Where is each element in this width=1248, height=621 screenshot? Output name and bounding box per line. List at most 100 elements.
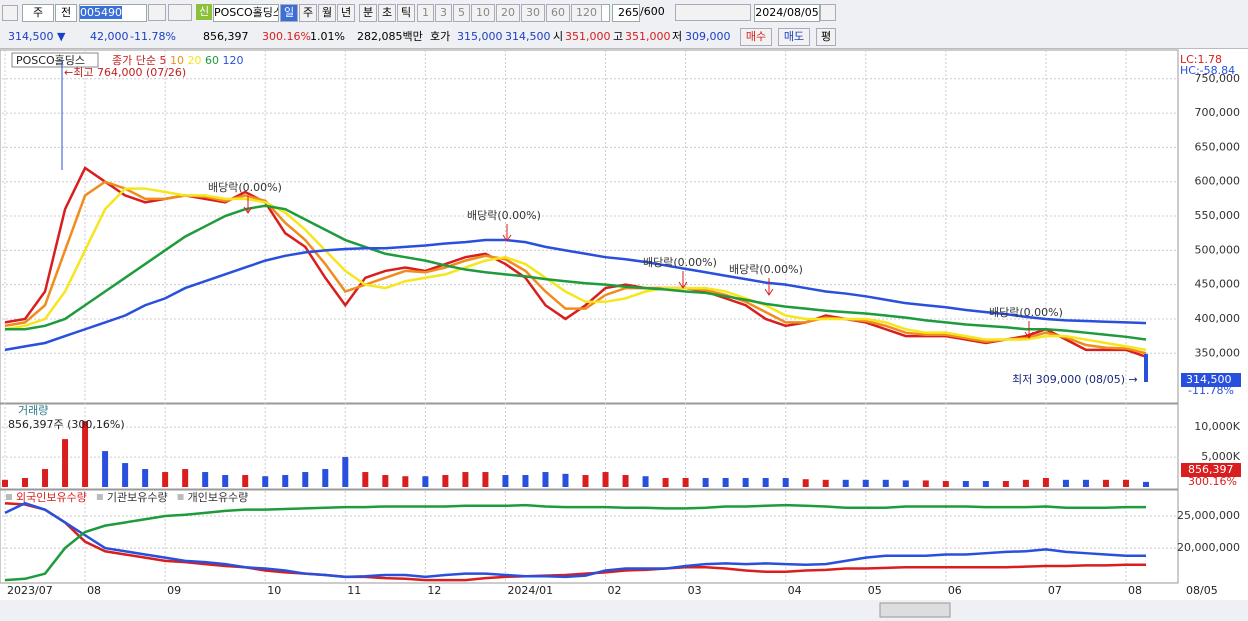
- right-label: -11.78%: [1188, 384, 1234, 397]
- x-tick-label: 05: [868, 584, 882, 597]
- volume-bar: [42, 469, 49, 487]
- annotation: 배당락(0.00%): [989, 306, 1063, 319]
- volume-tag: [1181, 463, 1241, 477]
- volume-bar: [162, 472, 169, 487]
- volume-bar: [522, 475, 529, 487]
- y-tick-label: 350,000: [1195, 346, 1241, 359]
- date-input[interactable]: 2024/08/05: [754, 4, 820, 22]
- search-button[interactable]: [148, 4, 166, 21]
- legend-entry: 외국인보유수량: [16, 491, 87, 504]
- minute-button[interactable]: 10: [471, 4, 495, 22]
- change: 42,000: [90, 30, 129, 43]
- dividend-arrow: [1024, 321, 1034, 339]
- volume-bar: [142, 469, 149, 487]
- volume-bar: [1102, 479, 1109, 487]
- volume-bar: [922, 480, 929, 487]
- interval-button[interactable]: 년: [337, 4, 355, 22]
- volume-bar: [602, 472, 609, 487]
- annotation: 배당락(0.00%): [208, 181, 282, 194]
- code-text: 005490: [80, 6, 122, 19]
- tool-icons[interactable]: [675, 4, 751, 21]
- volume-bar: [1002, 481, 1009, 487]
- volume-bar: [402, 476, 409, 487]
- bid-label: 호가: [430, 30, 451, 43]
- high: 351,000: [625, 30, 671, 43]
- scrollbar[interactable]: [0, 600, 1248, 621]
- interval-button[interactable]: 틱: [397, 4, 415, 22]
- eval-button[interactable]: 평: [816, 28, 836, 46]
- y-tick-label: 400,000: [1195, 312, 1241, 325]
- legend-swatch: [96, 494, 103, 500]
- series-line: [4, 238, 1147, 352]
- count-input[interactable]: 265: [612, 4, 640, 22]
- menu-icon[interactable]: [2, 5, 18, 21]
- buy-button[interactable]: 매수: [740, 28, 772, 46]
- annotation: 배당락(0.00%): [729, 263, 803, 276]
- volume: 856,397: [203, 30, 249, 43]
- interval-button[interactable]: 월: [318, 4, 336, 22]
- x-end-label: 08/05: [1186, 584, 1218, 597]
- dividend-arrow: [678, 271, 688, 289]
- y-tick-label: 550,000: [1195, 209, 1241, 222]
- volume-bar: [822, 479, 829, 487]
- volume-subtitle: 856,397주 (300,16%): [8, 418, 125, 431]
- annotation: 최저 309,000 (08/05) →: [1012, 373, 1138, 386]
- volume-rate: 300.16%: [262, 30, 311, 43]
- interval-button[interactable]: 일: [280, 4, 298, 22]
- period-select[interactable]: 주: [22, 4, 54, 22]
- interval-button[interactable]: 분: [359, 4, 377, 22]
- right-label: LC:1.78: [1180, 53, 1222, 66]
- y-tick-label: 20,000,000: [1177, 541, 1240, 554]
- minute-button[interactable]: 3: [435, 4, 452, 22]
- sell-button[interactable]: 매도: [778, 28, 810, 46]
- volume-bar: [382, 475, 389, 487]
- chart: 350,000 400,000 450,000 500,000 550,000 600,0…: [0, 49, 1248, 621]
- price-tag: [1181, 373, 1241, 387]
- legend-swatch: [6, 494, 12, 500]
- volume-bar: [882, 479, 889, 487]
- x-tick-label: 04: [788, 584, 802, 597]
- volume-bar: [2, 479, 8, 487]
- volume-bar: [22, 478, 29, 487]
- volume-bar: [1062, 479, 1069, 487]
- scope-select[interactable]: 전: [55, 4, 77, 22]
- volume-bar: [802, 479, 809, 487]
- x-tick-label: 08: [87, 584, 101, 597]
- volume-bar: [282, 475, 289, 487]
- legend-entry: 10: [170, 54, 188, 67]
- y-tick-label: 700,000: [1195, 106, 1241, 119]
- minute-button[interactable]: 120: [571, 4, 602, 22]
- volume-bar: [982, 481, 989, 487]
- minute-button[interactable]: 1: [417, 4, 434, 22]
- series-line: [4, 501, 1146, 579]
- volume-bar: [362, 472, 369, 487]
- y-tick-label: 500,000: [1195, 243, 1241, 256]
- dividend-arrow: [764, 278, 774, 296]
- x-tick-label: 02: [608, 584, 622, 597]
- x-tick-label: 06: [948, 584, 962, 597]
- legend-entry: 기관보유수량: [107, 491, 168, 504]
- code-input[interactable]: 005490: [79, 4, 147, 22]
- volume-bar: [682, 478, 689, 487]
- minute-button[interactable]: 30: [521, 4, 545, 22]
- volume-bar: [582, 475, 589, 487]
- right-label: 300.16%: [1188, 475, 1237, 488]
- amount: 282,085백만: [357, 30, 423, 43]
- new-badge: 신: [196, 4, 212, 20]
- minute-button[interactable]: 20: [496, 4, 520, 22]
- sound-button[interactable]: [168, 4, 192, 21]
- minute-button[interactable]: 60: [546, 4, 570, 22]
- volume-bar: [782, 478, 789, 487]
- minute-button[interactable]: 5: [453, 4, 470, 22]
- volume-bar: [762, 478, 769, 487]
- low-label: 저: [672, 30, 683, 43]
- interval-button[interactable]: 초: [378, 4, 396, 22]
- stock-title: POSCO홀딩스: [16, 54, 85, 67]
- volume-bar: [1042, 478, 1049, 487]
- volume-panel: [0, 403, 1179, 490]
- x-tick-label: 08: [1128, 584, 1142, 597]
- calendar-button[interactable]: [820, 4, 836, 21]
- interval-button[interactable]: 주: [299, 4, 317, 22]
- scroll-buttons[interactable]: [879, 602, 951, 618]
- volume-bar: [722, 478, 729, 487]
